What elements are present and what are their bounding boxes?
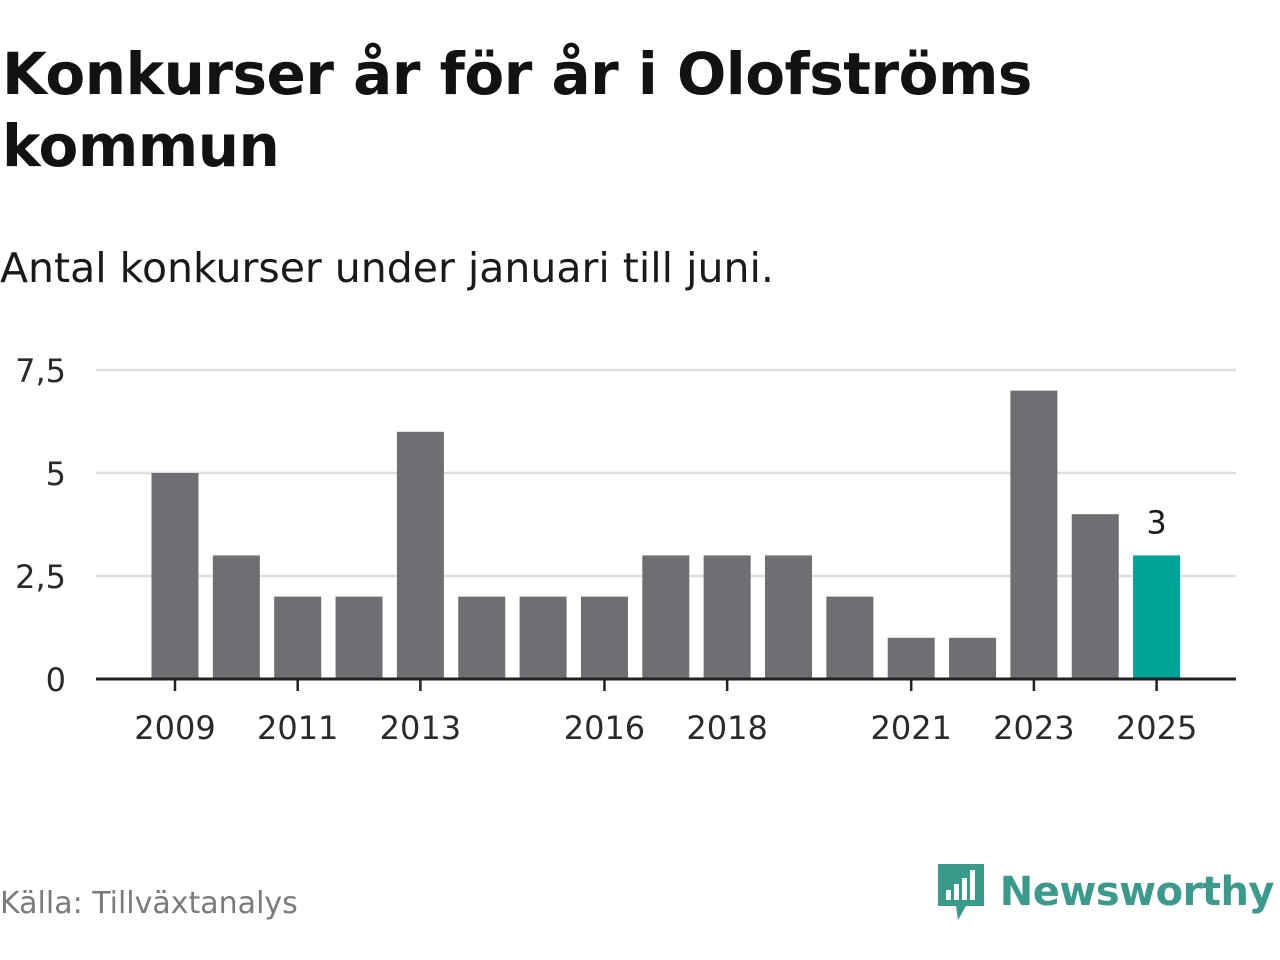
x-tick-label: 2013 bbox=[380, 709, 461, 747]
bar bbox=[212, 555, 260, 679]
chart-subtitle: Antal konkurser under januari till juni. bbox=[0, 244, 774, 292]
x-tick-label: 2021 bbox=[870, 709, 951, 747]
x-axis bbox=[96, 677, 1236, 691]
bars bbox=[151, 390, 1181, 679]
bar bbox=[396, 431, 444, 679]
y-tick-label: 2,5 bbox=[15, 558, 66, 596]
tick-labels: 0 2,5 5 7,5 3 2009 2011 2013 2016 2018 2021 2023 202… bbox=[15, 352, 1197, 747]
bar bbox=[1010, 390, 1058, 679]
bar bbox=[519, 596, 567, 679]
bar bbox=[949, 637, 997, 679]
x-tick-label: 2025 bbox=[1116, 709, 1197, 747]
y-tick-label: 5 bbox=[46, 455, 66, 493]
chart-title: Konkurser år för år i Olofströms kommun bbox=[2, 40, 1032, 180]
bar bbox=[335, 596, 383, 679]
bar bbox=[642, 555, 690, 679]
x-tick-label: 2011 bbox=[257, 709, 338, 747]
bar bbox=[580, 596, 628, 679]
bar bbox=[458, 596, 506, 679]
bar bbox=[151, 473, 199, 679]
newsworthy-logo-icon bbox=[937, 864, 984, 920]
bar-chart: 0 2,5 5 7,5 3 2009 2011 2013 2016 2018 2021 2023 202… bbox=[15, 352, 1236, 747]
x-tick-label: 2009 bbox=[134, 709, 215, 747]
x-tick-label: 2023 bbox=[993, 709, 1074, 747]
y-tick-label: 7,5 bbox=[15, 352, 66, 390]
bar bbox=[765, 555, 812, 679]
x-tick-label: 2016 bbox=[564, 709, 645, 747]
bar bbox=[274, 596, 322, 679]
bar bbox=[1133, 555, 1181, 679]
brand-name: Newsworthy bbox=[999, 869, 1275, 915]
x-tick-label: 2018 bbox=[686, 709, 767, 747]
source-note: Källa: Tillväxtanalys bbox=[0, 886, 298, 921]
value-label: 3 bbox=[1146, 503, 1166, 541]
bar bbox=[1071, 514, 1119, 679]
y-tick-label: 0 bbox=[46, 661, 66, 699]
gridlines bbox=[96, 368, 1236, 578]
bar bbox=[887, 637, 935, 679]
bar bbox=[703, 555, 751, 679]
brand-logo: Newsworthy bbox=[936, 862, 1275, 922]
bar bbox=[826, 596, 874, 679]
